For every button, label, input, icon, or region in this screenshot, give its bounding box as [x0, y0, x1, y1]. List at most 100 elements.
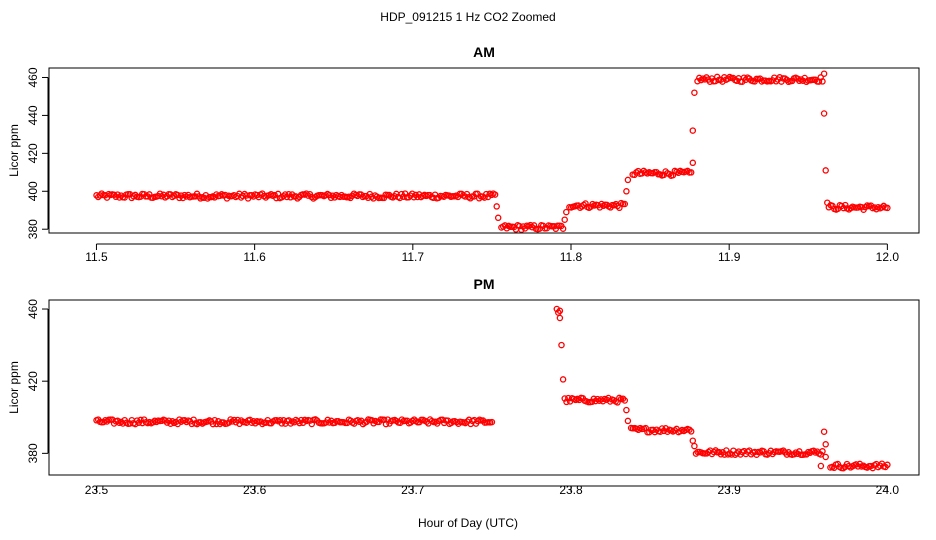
data-point	[493, 203, 500, 210]
data-point	[559, 225, 567, 232]
data-point	[559, 376, 567, 383]
data-point	[146, 191, 153, 198]
data-point	[481, 194, 488, 201]
data-point	[558, 341, 565, 349]
data-point	[488, 418, 496, 426]
panel-pm: PM 23.5 23.6 23.7 23.8 23.9 24.0 380 420 460 Licor…	[7, 276, 920, 497]
data-point	[408, 190, 416, 197]
data-point	[396, 419, 404, 427]
x-tick-label: 11.8	[560, 250, 583, 264]
data-point	[884, 461, 891, 469]
data-point	[530, 222, 538, 229]
data-point	[494, 214, 502, 222]
data-point	[842, 201, 849, 209]
data-point	[790, 451, 798, 458]
data-point	[810, 447, 817, 455]
data-point	[432, 418, 439, 426]
data-point	[662, 425, 669, 432]
data-point	[820, 110, 828, 117]
y-tick-label: 420	[26, 371, 40, 391]
data-point	[687, 428, 695, 435]
x-tick-label: 23.9	[718, 483, 742, 497]
data-point	[686, 426, 693, 433]
data-point	[561, 395, 568, 402]
data-point	[819, 448, 826, 455]
data-point	[169, 418, 176, 425]
data-point	[623, 188, 630, 195]
panel-title: AM	[473, 44, 495, 60]
data-point	[491, 191, 499, 198]
data-point	[280, 192, 287, 200]
y-tick-label: 440	[26, 105, 40, 125]
data-point	[691, 442, 698, 450]
data-point	[605, 394, 612, 402]
x-tick-label: 11.5	[85, 250, 108, 264]
data-point	[691, 89, 698, 96]
plot-box	[48, 299, 920, 476]
data-point	[624, 417, 632, 425]
y-tick-label: 460	[26, 67, 40, 87]
data-point	[623, 406, 630, 414]
x-tick-label: 23.5	[85, 483, 109, 497]
data-point	[621, 397, 629, 404]
data-point	[817, 462, 825, 470]
x-tick-label: 23.7	[401, 483, 425, 497]
data-point	[817, 451, 824, 458]
data-point	[689, 159, 697, 167]
data-point	[624, 176, 632, 184]
data-point	[556, 307, 564, 315]
data-point	[276, 416, 284, 424]
data-point	[561, 216, 568, 223]
data-point	[694, 77, 701, 85]
panel-title: PM	[474, 276, 495, 292]
data-point	[132, 420, 139, 428]
data-point	[884, 204, 891, 212]
data-points	[93, 70, 891, 233]
y-tick-label: 420	[26, 143, 40, 163]
data-point	[563, 208, 570, 216]
x-tick-label: 11.7	[402, 250, 425, 264]
data-point	[621, 200, 629, 208]
y-tick-label: 380	[26, 443, 40, 463]
x-tick-label: 23.8	[559, 483, 583, 497]
data-point	[556, 314, 564, 322]
panel-am: AM 11.5 11.6 11.7 11.8 11.9 12.0 380 400 420 440 46…	[7, 44, 920, 264]
data-point	[582, 200, 589, 207]
data-point	[822, 167, 829, 174]
figure-title: HDP_091215 1 Hz CO2 Zoomed	[380, 10, 555, 24]
plot-box	[48, 67, 920, 234]
data-point	[819, 78, 826, 85]
data-point	[237, 194, 245, 201]
y-axis-label: Licor ppm	[7, 361, 21, 414]
data-point	[137, 416, 144, 424]
data-point	[820, 70, 828, 77]
data-point	[778, 78, 785, 85]
data-point	[267, 190, 275, 198]
y-tick-label: 380	[26, 219, 40, 239]
data-point	[796, 448, 803, 455]
data-point	[822, 453, 829, 461]
data-point	[100, 418, 107, 426]
x-axis-label: Hour of Day (UTC)	[418, 516, 518, 530]
data-point	[467, 195, 474, 202]
x-tick-label: 11.6	[243, 250, 266, 264]
data-point	[822, 441, 829, 448]
data-point	[687, 169, 695, 176]
x-tick-label: 24.0	[876, 483, 900, 497]
data-point	[190, 416, 197, 423]
data-point	[596, 204, 604, 211]
data-point	[689, 127, 697, 134]
x-tick-label: 23.6	[243, 483, 267, 497]
data-point	[657, 428, 664, 435]
data-point	[820, 428, 828, 435]
data-points	[93, 305, 891, 472]
y-tick-label: 400	[26, 181, 40, 201]
data-point	[689, 437, 697, 444]
data-point	[170, 192, 178, 200]
x-tick-label: 11.9	[718, 250, 741, 264]
x-tick-label: 12.0	[876, 250, 900, 264]
data-point	[518, 226, 525, 233]
data-point	[619, 395, 627, 402]
y-tick-label: 460	[26, 299, 40, 319]
